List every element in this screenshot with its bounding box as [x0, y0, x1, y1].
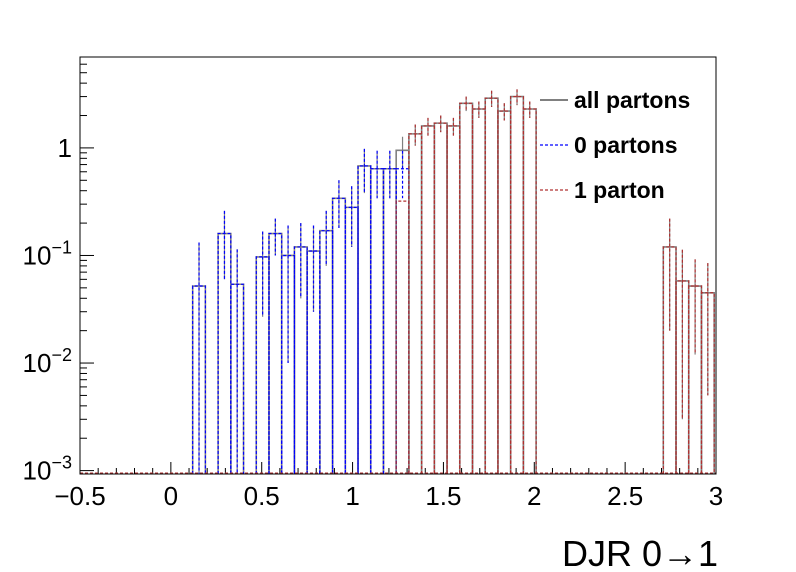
x-tick-label: 2.5 — [607, 481, 643, 511]
histogram-bin — [268, 232, 283, 474]
series-2 — [192, 148, 410, 474]
legend-label: all partons — [574, 87, 690, 113]
axis-ticks — [79, 56, 717, 474]
y-tick-label: 10−3 — [23, 453, 72, 486]
x-axis-title: DJR 0→1 — [562, 533, 718, 572]
y-tick-labels: 10−3 10−2 10−1 1 — [23, 133, 72, 486]
x-tick-label: 1 — [345, 481, 359, 511]
histogram-bin — [700, 292, 715, 474]
legend: all partons 0 partons 1 parton — [540, 87, 690, 203]
plot-frame — [79, 56, 717, 475]
x-tick-label: 3 — [709, 481, 723, 511]
legend-label: 1 parton — [574, 177, 665, 203]
x-tick-labels: −0.5 0 0.5 1 1.5 2 2.5 3 — [54, 481, 723, 511]
y-tick-label: 10−2 — [23, 345, 72, 378]
histogram-bin — [230, 283, 245, 474]
x-tick-label: 0.5 — [244, 481, 280, 511]
y-tick-label: 1 — [58, 133, 72, 163]
series-3 — [395, 89, 715, 474]
histogram-bin — [281, 254, 296, 474]
x-tick-label: −0.5 — [54, 481, 105, 511]
y-tick-label: 10−1 — [23, 237, 72, 270]
plot-area — [80, 57, 716, 474]
series-layer — [80, 89, 716, 474]
x-tick-label: 0 — [164, 481, 178, 511]
x-tick-label: 1.5 — [425, 481, 461, 511]
x-tick-label: 2 — [527, 481, 541, 511]
legend-label: 0 partons — [574, 132, 678, 158]
